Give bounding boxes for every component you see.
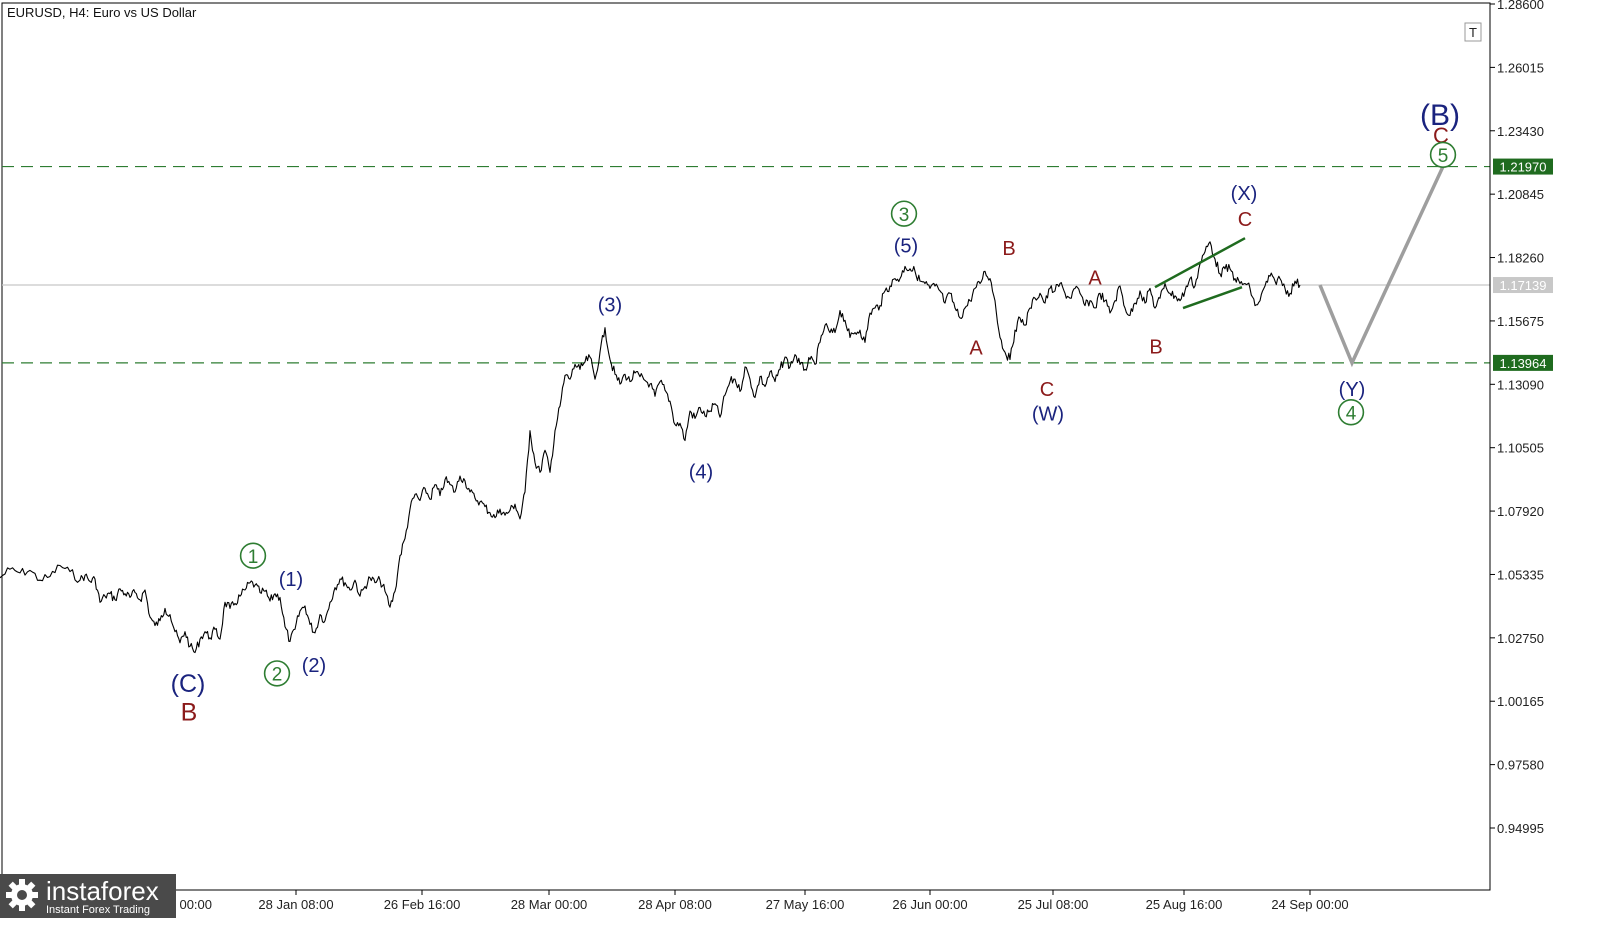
x-tick-label: 25 Aug 16:00 bbox=[1146, 897, 1223, 912]
wave-label-circled: 1 bbox=[248, 547, 259, 568]
wave-label-circled: 3 bbox=[899, 205, 910, 226]
gear-tooth bbox=[19, 879, 25, 887]
logo-name: instaforex bbox=[46, 876, 159, 906]
wave-circle-5 bbox=[1429, 141, 1457, 168]
y-tick-label: 1.18260 bbox=[1497, 251, 1544, 266]
wave-label: (1) bbox=[279, 569, 303, 591]
wave-label-circled: 2 bbox=[272, 665, 283, 686]
y-tick-label: 1.15675 bbox=[1497, 314, 1544, 329]
wave-label: (Y) bbox=[1339, 379, 1366, 401]
wave-label: (W) bbox=[1032, 404, 1064, 426]
wave-label: C bbox=[1238, 209, 1252, 231]
y-tick-label: 1.26015 bbox=[1497, 60, 1544, 75]
price-line[interactable] bbox=[0, 241, 1301, 654]
wave-label-circled: 5 bbox=[1438, 146, 1449, 167]
triangle-line-2 bbox=[1182, 286, 1243, 310]
lower-target-tag bbox=[1493, 354, 1553, 371]
wave-label: (2) bbox=[302, 655, 326, 677]
wave-circle-3 bbox=[890, 200, 918, 227]
wave-label: (5) bbox=[894, 236, 918, 258]
wave-label: B bbox=[1149, 336, 1162, 358]
y-tick-label: 1.02750 bbox=[1497, 631, 1544, 646]
y-tick-label: 1.07920 bbox=[1497, 504, 1544, 519]
y-tick-label: 1.10505 bbox=[1497, 441, 1544, 456]
y-tick-label: 1.00165 bbox=[1497, 694, 1544, 709]
chart-title: EURUSD, H4: Euro vs US Dollar bbox=[7, 5, 197, 20]
logo-tagline: Instant Forex Trading bbox=[46, 904, 150, 916]
gear-icon bbox=[6, 879, 38, 911]
current-price-tag-label: 1.17139 bbox=[1500, 278, 1547, 293]
gear-tooth bbox=[19, 903, 25, 911]
wave-label: (X) bbox=[1231, 183, 1258, 205]
x-tick-label: 27 May 16:00 bbox=[766, 897, 845, 912]
upper-target-tag bbox=[1493, 158, 1553, 175]
x-tick-label: 28 Apr 08:00 bbox=[638, 897, 712, 912]
x-tick-label: 26 Jun 00:00 bbox=[892, 897, 967, 912]
x-tick-label: 28 Mar 00:00 bbox=[511, 897, 588, 912]
upper-target-tag-label: 1.21970 bbox=[1500, 160, 1547, 175]
wave-circle-4 bbox=[1337, 399, 1365, 426]
lower-target-tag-label: 1.13964 bbox=[1500, 356, 1547, 371]
wave-label: (3) bbox=[598, 295, 622, 317]
wave-label-circled: 4 bbox=[1346, 403, 1357, 424]
wave-label: B bbox=[181, 698, 198, 726]
gear-hole bbox=[17, 890, 27, 900]
wave-circle-2 bbox=[263, 660, 291, 687]
wave-label: A bbox=[969, 337, 983, 359]
x-tick-label: 28 Jan 08:00 bbox=[258, 897, 333, 912]
y-tick-label: 1.28600 bbox=[1497, 0, 1544, 12]
triangle-line-1 bbox=[1154, 237, 1246, 289]
wave-label: A bbox=[1088, 268, 1102, 290]
projection-path bbox=[1318, 165, 1445, 368]
x-tick-label: 24 Sep 00:00 bbox=[1271, 897, 1348, 912]
y-tick-label: 1.05335 bbox=[1497, 567, 1544, 582]
y-tick-label: 0.94995 bbox=[1497, 821, 1544, 836]
x-tick-label: 25 Jul 08:00 bbox=[1018, 897, 1089, 912]
y-tick-label: 0.97580 bbox=[1497, 758, 1544, 773]
current-price-tag bbox=[1493, 277, 1553, 294]
chart-shift-toggle[interactable] bbox=[1464, 22, 1482, 42]
y-tick-label: 1.13090 bbox=[1497, 377, 1544, 392]
wave-label: (B) bbox=[1420, 99, 1460, 132]
wave-label: C bbox=[1040, 379, 1054, 401]
y-tick-label: 1.23430 bbox=[1497, 124, 1544, 139]
wave-label: (C) bbox=[171, 670, 206, 698]
wave-label: (4) bbox=[689, 461, 713, 483]
wave-circle-1 bbox=[239, 542, 267, 569]
chart-shift-icon: T bbox=[1469, 25, 1477, 40]
y-tick-label: 1.20845 bbox=[1497, 187, 1544, 202]
x-tick-label: 26 Feb 16:00 bbox=[384, 897, 461, 912]
wave-label: B bbox=[1002, 238, 1015, 260]
